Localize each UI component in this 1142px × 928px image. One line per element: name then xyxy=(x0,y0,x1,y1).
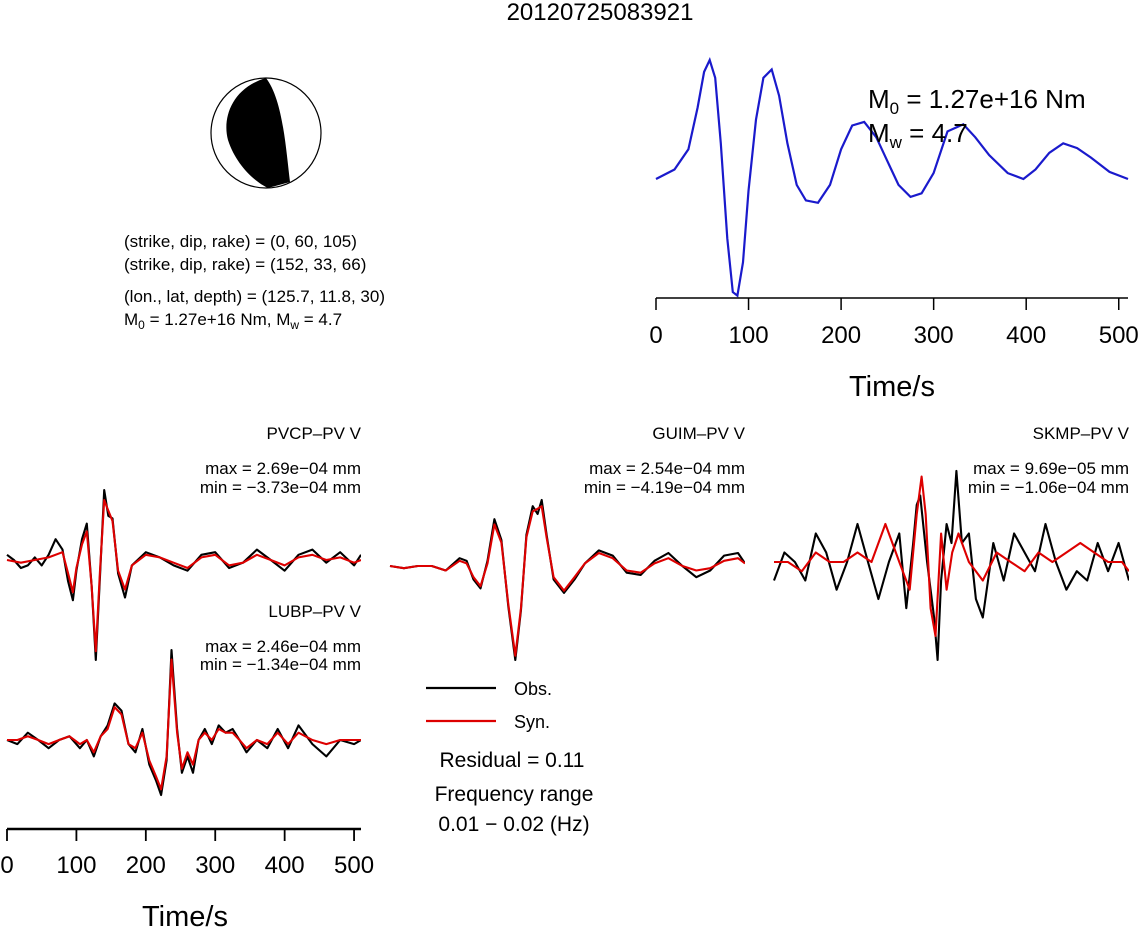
residual-label: Residual = 0.11 xyxy=(440,749,585,772)
hypocenter-location: (lon., lat, depth) = (125.7, 11.8, 30) xyxy=(124,287,385,306)
station-max-amplitude: max = 2.54e−04 mm xyxy=(589,459,745,478)
station-max-amplitude: max = 2.46e−04 mm xyxy=(205,637,361,656)
station-name: LUBP–PV V xyxy=(268,602,361,621)
station-name: PVCP–PV V xyxy=(267,424,362,443)
station-max-amplitude: max = 9.69e−05 mm xyxy=(973,459,1129,478)
station-name: GUIM–PV V xyxy=(652,424,745,443)
stf-curve xyxy=(655,56,1129,298)
legend-syn-label: Syn. xyxy=(514,712,550,732)
beachball-compressional-quadrant xyxy=(226,78,290,188)
station-min-amplitude: min = −1.34e−04 mm xyxy=(200,655,361,674)
station-min-amplitude: min = −4.19e−04 mm xyxy=(584,478,745,497)
stf-tick-label: 500 xyxy=(1099,322,1139,349)
frequency-range-title: Frequency range xyxy=(435,783,594,806)
station-min-amplitude: min = −1.06e−04 mm xyxy=(968,478,1129,497)
stf-x-axis-label: Time/s xyxy=(849,371,935,403)
stf-tick-label: 100 xyxy=(729,322,769,349)
synthetic-waveform xyxy=(6,499,361,653)
synthetic-waveform xyxy=(7,658,361,791)
waveform-x-axis: 0 100 200 300 400 500 xyxy=(0,827,374,879)
waveform-tick-label: 100 xyxy=(56,852,96,879)
legend-obs-label: Obs. xyxy=(514,679,552,699)
waveform-x-axis-label: Time/s xyxy=(142,901,228,928)
mechanism-plane-1: (strike, dip, rake) = (0, 60, 105) xyxy=(124,232,357,251)
waveform-tick-label: 300 xyxy=(195,852,235,879)
stf-moment-label: M0 = 1.27e+16 Nm xyxy=(868,84,1086,118)
station-min-amplitude: min = −3.73e−04 mm xyxy=(200,478,361,497)
observed-waveform xyxy=(389,498,745,662)
stf-tick-label: 300 xyxy=(914,322,954,349)
waveform-tick-label: 500 xyxy=(334,852,374,879)
observed-waveform xyxy=(6,488,361,662)
mechanism-plane-2: (strike, dip, rake) = (152, 33, 66) xyxy=(124,255,366,274)
source-time-function-plot xyxy=(655,56,1129,298)
station-max-amplitude: max = 2.69e−04 mm xyxy=(205,459,361,478)
moment-summary: M0 = 1.27e+16 Nm, Mw = 4.7 xyxy=(124,310,342,332)
stf-magnitude-label: Mw = 4.7 xyxy=(868,118,968,152)
waveform-tick-label: 0 xyxy=(0,852,13,879)
beachball-diagram xyxy=(210,77,322,189)
station-name: SKMP–PV V xyxy=(1033,424,1130,443)
waveform-tick-label: 400 xyxy=(265,852,305,879)
figure-title: 20120725083921 xyxy=(507,0,694,26)
frequency-range-value: 0.01 − 0.02 (Hz) xyxy=(438,813,589,836)
legend: Obs. Syn. xyxy=(426,679,552,732)
synthetic-waveform xyxy=(774,475,1129,638)
stf-tick-label: 400 xyxy=(1006,322,1046,349)
stf-x-axis: 0 100 200 300 400 500 xyxy=(649,297,1139,349)
observed-waveform xyxy=(773,469,1129,662)
stf-tick-label: 0 xyxy=(649,322,662,349)
waveform-tick-label: 200 xyxy=(126,852,166,879)
stf-tick-label: 200 xyxy=(821,322,861,349)
synthetic-waveform xyxy=(389,505,745,657)
